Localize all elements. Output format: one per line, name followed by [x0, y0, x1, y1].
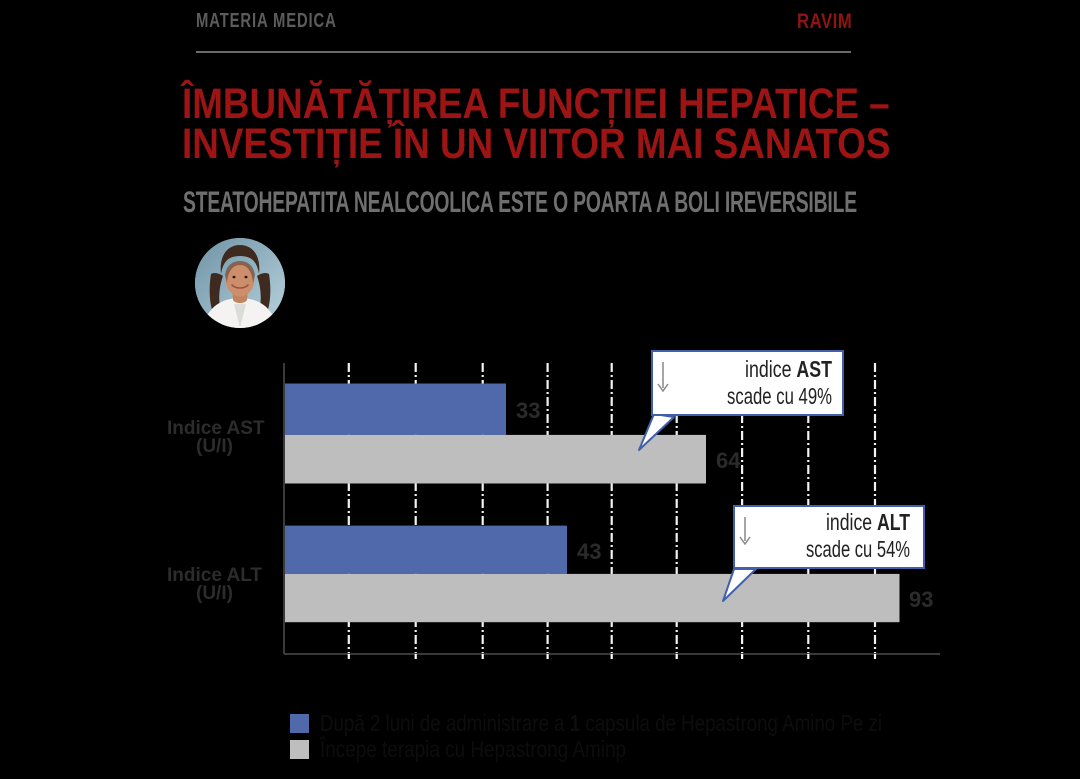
svg-text:scade cu 54%: scade cu 54%: [806, 536, 910, 562]
svg-text:(U/I): (U/I): [196, 436, 233, 457]
svg-text:(U/I): (U/I): [196, 583, 233, 604]
svg-text:După 2 luni de administrare a: După 2 luni de administrare a 1 capsula …: [320, 710, 882, 736]
svg-text:Începe terapia cu Hepastrong A: Începe terapia cu Hepastrong Aminp: [319, 736, 626, 762]
svg-text:33: 33: [516, 398, 540, 423]
svg-text:64: 64: [716, 448, 741, 473]
svg-text:93: 93: [909, 587, 933, 612]
svg-text:43: 43: [577, 539, 601, 564]
svg-text:scade cu 49%: scade cu 49%: [727, 383, 832, 409]
svg-text:indice ALT: indice ALT: [826, 509, 910, 535]
svg-text:indice AST: indice AST: [745, 356, 832, 382]
